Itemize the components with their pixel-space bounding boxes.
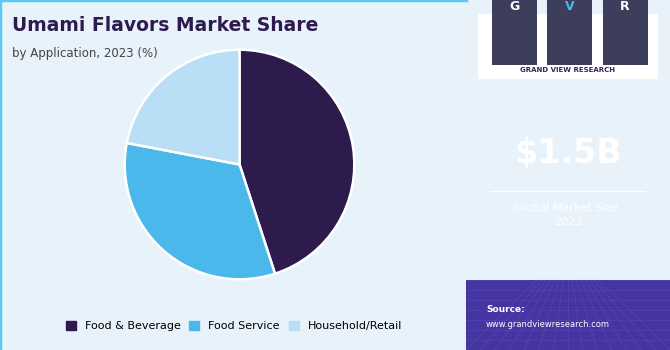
Wedge shape	[127, 50, 240, 164]
Legend: Food & Beverage, Food Service, Household/Retail: Food & Beverage, Food Service, Household…	[66, 321, 402, 331]
Text: Source:: Source:	[486, 305, 525, 314]
Text: GRAND VIEW RESEARCH: GRAND VIEW RESEARCH	[521, 67, 615, 73]
FancyBboxPatch shape	[492, 0, 537, 65]
Text: R: R	[620, 0, 630, 14]
Text: $1.5B: $1.5B	[514, 138, 622, 170]
Text: www.grandviewresearch.com: www.grandviewresearch.com	[486, 320, 610, 329]
Text: Umami Flavors Market Share: Umami Flavors Market Share	[12, 16, 318, 35]
Text: V: V	[565, 0, 575, 14]
Bar	[466, 280, 670, 350]
Text: G: G	[510, 0, 520, 14]
FancyBboxPatch shape	[547, 0, 592, 65]
Wedge shape	[239, 50, 354, 274]
FancyBboxPatch shape	[478, 14, 658, 79]
Text: Global Market Size,
2023: Global Market Size, 2023	[514, 203, 622, 227]
FancyBboxPatch shape	[602, 0, 647, 65]
Text: by Application, 2023 (%): by Application, 2023 (%)	[12, 47, 158, 60]
Wedge shape	[125, 143, 275, 279]
